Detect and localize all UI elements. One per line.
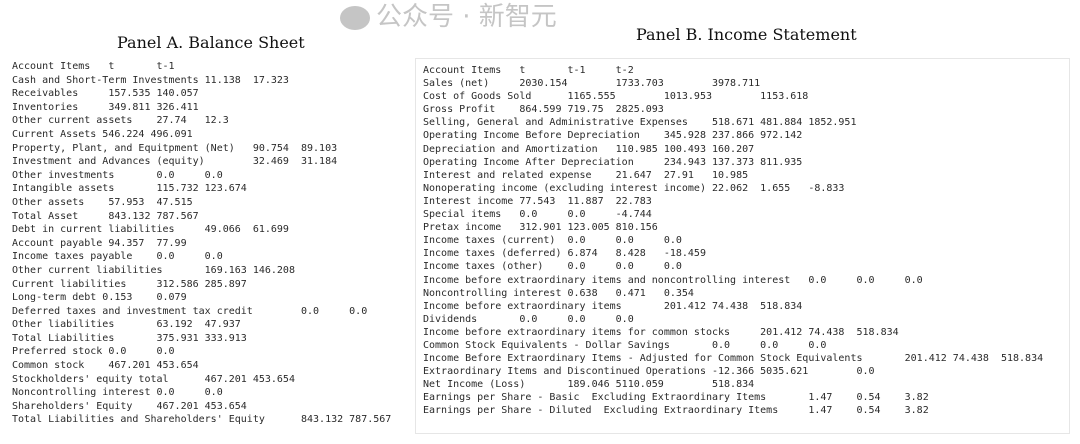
account-row: Other liabilities 63.192 47.937 bbox=[12, 319, 241, 331]
account-row: Inventories 349.811 326.411 bbox=[12, 101, 199, 113]
account-row: Total Liabilities and Shareholders' Equi… bbox=[12, 414, 392, 426]
account-row: Selling, General and Administrative Expe… bbox=[423, 117, 857, 129]
account-row: Extraordinary Items and Discontinued Ope… bbox=[423, 366, 875, 378]
account-row: Shareholders' Equity 467.201 453.654 bbox=[12, 400, 247, 412]
account-row: Earnings per Share - Diluted Excluding E… bbox=[423, 405, 929, 417]
account-row: Deferred taxes and investment tax credit… bbox=[12, 305, 368, 317]
account-row: Earnings per Share - Basic Excluding Ext… bbox=[423, 392, 929, 404]
account-row: Intangible assets 115.732 123.674 bbox=[12, 183, 247, 195]
account-row: Special items 0.0 0.0 -4.744 bbox=[423, 209, 652, 221]
account-row: Income taxes (deferred) 6.874 8.428 -18.… bbox=[423, 248, 706, 260]
account-row: Income taxes payable 0.0 0.0 bbox=[12, 251, 223, 263]
account-row: Preferred stock 0.0 0.0 bbox=[12, 346, 175, 358]
wechat-icon bbox=[340, 5, 370, 30]
account-row: Other current assets 27.74 12.3 bbox=[12, 115, 229, 127]
account-row: Total Liabilities 375.931 333.913 bbox=[12, 332, 247, 344]
watermark-text: 公众号 · 新智元 bbox=[376, 2, 557, 32]
account-row: Sales (net) 2030.154 1733.703 3978.711 bbox=[423, 78, 761, 90]
header-row: Account Items t t-1 bbox=[12, 61, 175, 72]
account-row: Operating Income After Depreciation 234.… bbox=[423, 156, 803, 168]
account-row: Current Assets 546.224 496.091 bbox=[12, 128, 193, 140]
account-row: Cost of Goods Sold 1165.555 1013.953 115… bbox=[423, 91, 809, 103]
account-row: Income Before Extraordinary Items - Adju… bbox=[423, 353, 1044, 365]
account-row: Nonoperating income (excluding interest … bbox=[423, 182, 845, 194]
account-row: Long-term debt 0.153 0.079 bbox=[12, 292, 187, 304]
account-row: Account payable 94.357 77.99 bbox=[12, 237, 187, 249]
account-row: Common stock 467.201 453.654 bbox=[12, 360, 199, 372]
account-row: Income before extraordinary items for co… bbox=[423, 326, 899, 338]
account-row: Depreciation and Amortization 110.985 10… bbox=[423, 143, 755, 155]
account-row: Interest income 77.543 11.887 22.783 bbox=[423, 195, 652, 207]
account-row: Income taxes (other) 0.0 0.0 0.0 bbox=[423, 261, 682, 273]
account-row: Other current liabilities 169.163 146.20… bbox=[12, 264, 295, 276]
account-row: Dividends 0.0 0.0 0.0 bbox=[423, 313, 634, 325]
account-row: Total Asset 843.132 787.567 bbox=[12, 210, 199, 222]
account-row: Income taxes (current) 0.0 0.0 0.0 bbox=[423, 235, 682, 247]
balance-sheet-panel: Account Items t t-1 Cash and Short-Term I… bbox=[12, 60, 391, 427]
account-row: Other assets 57.953 47.515 bbox=[12, 196, 193, 208]
account-row: Debt in current liabilities 49.066 61.69… bbox=[12, 224, 289, 236]
account-row: Receivables 157.535 140.057 bbox=[12, 88, 199, 100]
header-row: Account Items t t-1 t-2 bbox=[423, 65, 634, 76]
account-row: Investment and Advances (equity) 32.469 … bbox=[12, 156, 338, 168]
account-row: Stockholders' equity total 467.201 453.6… bbox=[12, 373, 295, 385]
account-row: Operating Income Before Depreciation 345… bbox=[423, 130, 803, 142]
income-statement-panel: Account Items t t-1 t-2 Sales (net) 2030.… bbox=[423, 64, 1043, 418]
account-row: Net Income (Loss) 189.046 5110.059 518.8… bbox=[423, 379, 755, 391]
panel-b-title: Panel B. Income Statement bbox=[636, 25, 857, 44]
account-row: Noncontrolling interest 0.0 0.0 bbox=[12, 387, 223, 399]
account-row: Cash and Short-Term Investments 11.138 1… bbox=[12, 74, 289, 86]
account-row: Property, Plant, and Equitpment (Net) 90… bbox=[12, 142, 338, 154]
account-row: Pretax income 312.901 123.005 810.156 bbox=[423, 222, 658, 234]
watermark: 公众号 · 新智元 bbox=[340, 2, 557, 32]
account-row: Current liabilities 312.586 285.897 bbox=[12, 278, 247, 290]
income-statement-frame bbox=[415, 58, 1070, 434]
account-row: Income before extraordinary items 201.41… bbox=[423, 300, 803, 312]
account-row: Noncontrolling interest 0.638 0.471 0.35… bbox=[423, 287, 694, 299]
panel-a-title: Panel A. Balance Sheet bbox=[117, 33, 305, 52]
account-row: Other investments 0.0 0.0 bbox=[12, 169, 223, 181]
account-row: Interest and related expense 21.647 27.9… bbox=[423, 169, 749, 181]
account-row: Common Stock Equivalents - Dollar Saving… bbox=[423, 339, 827, 351]
account-row: Income before extraordinary items and no… bbox=[423, 274, 923, 286]
account-row: Gross Profit 864.599 719.75 2825.093 bbox=[423, 104, 664, 116]
